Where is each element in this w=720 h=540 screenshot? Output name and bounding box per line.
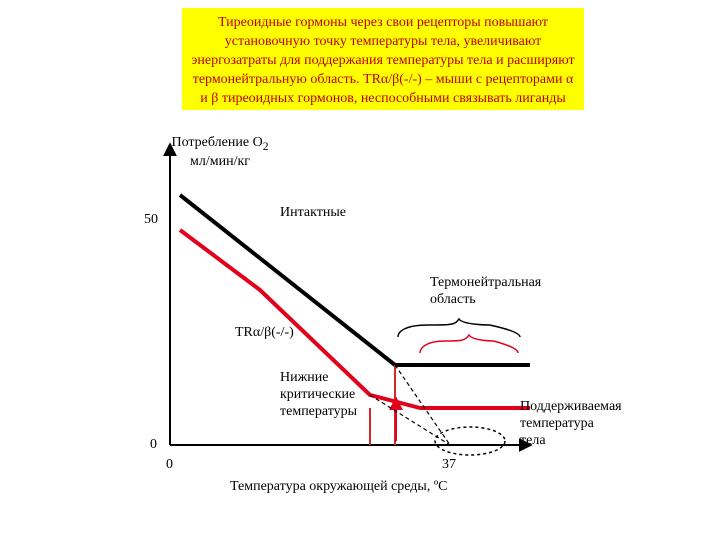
y-axis-label-sub: 2: [263, 140, 269, 153]
annotation-maintained-temp-l2: температура тела: [520, 416, 594, 448]
annotation-lower-critical-l1: Нижние: [280, 370, 328, 385]
annotation-lower-critical: Нижние критические температуры: [280, 370, 357, 420]
chart-svg: [110, 145, 590, 475]
annotation-thermoneutral-l2: область: [430, 292, 476, 307]
annotation-maintained-temp-l1: Поддерживаемая: [520, 399, 622, 414]
page: { "banner": { "text": "Тиреоидные гормон…: [0, 0, 720, 540]
y-axis-label-line1: Потребление O: [171, 135, 262, 150]
y-tick-50: 50: [144, 212, 158, 229]
info-banner: Тиреоидные гормоны через свои рецепторы …: [182, 8, 584, 110]
annotation-lower-critical-l2: критические: [280, 387, 355, 402]
x-axis-label: Температура окружающей среды, ºС: [230, 479, 448, 496]
y-axis-label-line2: мл/мин/кг: [190, 154, 250, 169]
x-tick-0: 0: [166, 457, 173, 474]
annotation-thermoneutral: Термонейтральная область: [430, 275, 541, 309]
annotation-maintained-temp: Поддерживаемая температура тела: [520, 399, 622, 449]
series-label-intact: Интактные: [280, 205, 346, 222]
y-axis-label: Потребление O2 мл/мин/кг: [145, 135, 295, 171]
annotation-thermoneutral-l1: Термонейтральная: [430, 275, 541, 290]
x-tick-37: 37: [442, 457, 456, 474]
series-label-trab: TRα/β(-/-): [235, 325, 294, 342]
chart-area: Потребление O2 мл/мин/кг Интактные TRα/β…: [110, 145, 590, 475]
y-tick-0: 0: [150, 437, 157, 454]
annotation-lower-critical-l3: температуры: [280, 404, 357, 419]
